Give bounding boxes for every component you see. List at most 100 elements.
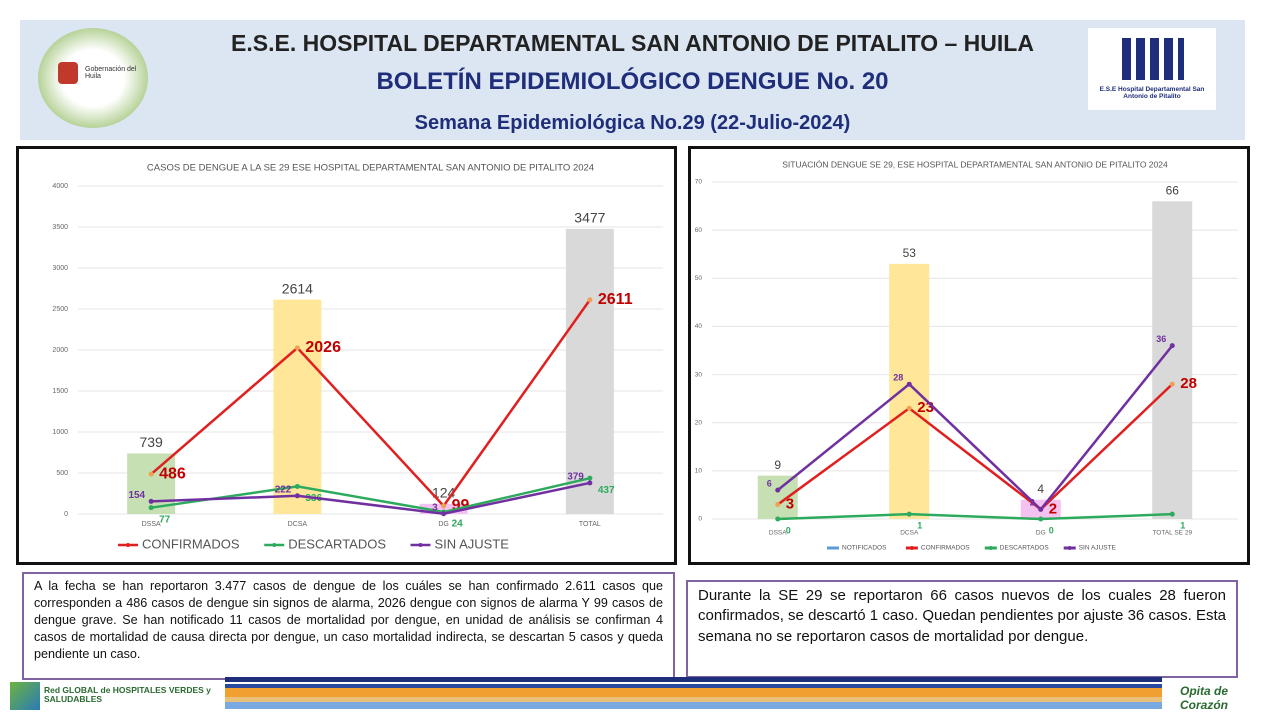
- line: [777, 383, 1174, 512]
- network-text: Red GLOBAL de HOSPITALES VERDES y SALUDA…: [44, 685, 211, 705]
- data-label: 0: [786, 525, 791, 535]
- point: [906, 381, 912, 387]
- y-tick-label: 3000: [52, 265, 68, 272]
- left-logo-text: Gobernación del Huila: [85, 66, 137, 80]
- bar: [565, 228, 614, 515]
- point: [1169, 343, 1175, 349]
- chart: SITUACIÓN DENGUE SE 29, ESE HOSPITAL DEP…: [695, 159, 1238, 552]
- x-tick-label: TOTAL SE 29: [1152, 530, 1192, 537]
- point: [441, 503, 447, 509]
- y-tick-label: 70: [695, 179, 703, 186]
- y-tick-label: 1000: [52, 429, 68, 436]
- legend-dot: [272, 543, 277, 547]
- y-tick-label: 4000: [52, 183, 68, 190]
- x-tick-label: DG: [438, 521, 449, 528]
- data-label: 28: [893, 373, 903, 383]
- right-logo-text: E.S.E Hospital Departamental San Antonio…: [1099, 86, 1205, 100]
- bar-label: 2614: [282, 280, 313, 296]
- y-tick-label: 40: [695, 323, 703, 330]
- note-right: Durante la SE 29 se reportaron 66 casos …: [686, 580, 1238, 678]
- legend-label: CONFIRMADOS: [142, 536, 240, 551]
- data-label: 28: [1180, 375, 1197, 392]
- point: [294, 345, 300, 351]
- point: [294, 483, 300, 489]
- legend-dot: [909, 546, 914, 550]
- note-left: A la fecha se han reportaron 3.477 casos…: [22, 572, 675, 680]
- bar: [419, 503, 468, 514]
- legend-label: DESCARTADOS: [1000, 545, 1050, 552]
- data-label: 36: [1156, 334, 1166, 344]
- legend-label: DESCARTADOS: [288, 536, 386, 551]
- point: [587, 297, 593, 303]
- x-tick-label: DSSA: [769, 530, 787, 537]
- y-tick-label: 10: [695, 468, 703, 475]
- chart-title: CASOS DE DENGUE A LA SE 29 ESE HOSPITAL …: [147, 163, 594, 174]
- legend-dot: [1067, 546, 1072, 550]
- data-label: 23: [917, 399, 934, 416]
- legend-label: NOTIFICADOS: [842, 545, 887, 552]
- point: [587, 480, 593, 486]
- y-tick-label: 20: [695, 419, 703, 426]
- bar-label: 739: [139, 434, 163, 450]
- x-tick-label: DSSA: [142, 521, 161, 528]
- chart: CASOS DE DENGUE A LA SE 29 ESE HOSPITAL …: [52, 163, 663, 551]
- data-label: 3: [432, 502, 438, 513]
- point: [775, 502, 781, 508]
- data-label: 437: [598, 485, 615, 496]
- data-label: 6: [767, 478, 772, 488]
- bar-label: 4: [1037, 482, 1044, 496]
- point: [148, 498, 154, 504]
- data-label: 24: [452, 519, 464, 530]
- point: [587, 475, 593, 481]
- point: [441, 511, 447, 517]
- data-label: 0: [1049, 525, 1054, 535]
- x-tick-label: DCSA: [900, 530, 919, 537]
- y-tick-label: 0: [698, 516, 702, 523]
- y-tick-label: 50: [695, 275, 703, 282]
- y-tick-label: 60: [695, 227, 703, 234]
- y-tick-label: 30: [695, 371, 703, 378]
- y-tick-label: 3500: [52, 224, 68, 231]
- point: [294, 493, 300, 499]
- point: [1038, 516, 1044, 522]
- point: [148, 471, 154, 477]
- legend-dot: [126, 543, 130, 547]
- point: [906, 511, 912, 517]
- x-tick-label: DCSA: [288, 521, 308, 528]
- left-logo: [38, 28, 148, 128]
- line: [150, 476, 591, 514]
- legend-label: SIN AJUSTE: [1079, 545, 1117, 552]
- chart-title: SITUACIÓN DENGUE SE 29, ESE HOSPITAL DEP…: [782, 159, 1168, 169]
- right-logo-mark: [1122, 38, 1184, 80]
- line: [151, 481, 591, 516]
- legend-label: CONFIRMADOS: [921, 545, 970, 552]
- data-label: 2026: [305, 339, 341, 356]
- y-tick-label: 2000: [52, 347, 68, 354]
- x-tick-label: TOTAL: [579, 521, 601, 528]
- data-label: 2611: [598, 291, 633, 308]
- header-band: [20, 20, 1245, 140]
- brand: Opita de Corazón: [1180, 684, 1229, 712]
- header-week: Semana Epidemiológica No.29 (22-Julio-20…: [414, 112, 851, 134]
- point: [906, 405, 912, 411]
- data-label: 2: [1049, 500, 1057, 517]
- legend-dot: [418, 543, 423, 547]
- point: [1169, 381, 1175, 387]
- bar-label: 53: [903, 246, 917, 260]
- line: [776, 344, 1174, 512]
- line: [150, 299, 591, 508]
- data-label: 3: [786, 496, 794, 513]
- data-label: 486: [159, 465, 186, 482]
- y-tick-label: 1500: [52, 388, 68, 395]
- data-label: 1: [917, 521, 922, 531]
- x-tick-label: DG: [1036, 530, 1046, 537]
- data-label: 222: [275, 484, 292, 495]
- data-label: 2: [1030, 498, 1035, 508]
- bar-label: 9: [774, 458, 781, 472]
- crest: [58, 62, 78, 84]
- network-logo: [10, 682, 40, 710]
- bar: [127, 453, 176, 514]
- point: [1038, 506, 1044, 512]
- footer-stripes: [225, 677, 1162, 709]
- header-title: E.S.E. HOSPITAL DEPARTAMENTAL SAN ANTONI…: [231, 30, 1034, 56]
